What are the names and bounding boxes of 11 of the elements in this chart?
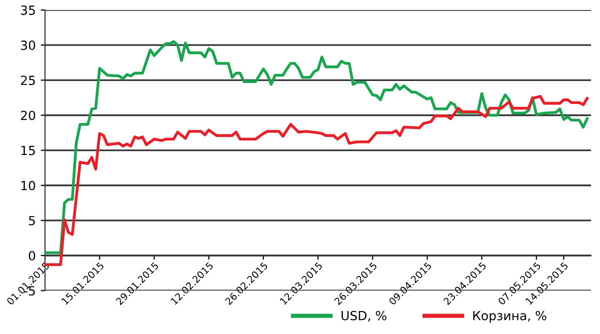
y-tick-label: 30 <box>21 40 36 50</box>
y-tick-label: 25 <box>20 76 35 86</box>
y-tick-label: 20 <box>20 110 36 120</box>
y-tick-label: 10 <box>21 180 36 190</box>
y-tick-label: 15 <box>21 146 35 156</box>
legend-label: USD, % <box>342 310 386 322</box>
y-tick-label: 35 <box>21 5 35 15</box>
legend-label: Корзина, % <box>473 310 546 323</box>
line-series <box>45 40 588 254</box>
y-tick-label: 0 <box>28 250 36 260</box>
y-tick-label: 5 <box>28 216 35 226</box>
